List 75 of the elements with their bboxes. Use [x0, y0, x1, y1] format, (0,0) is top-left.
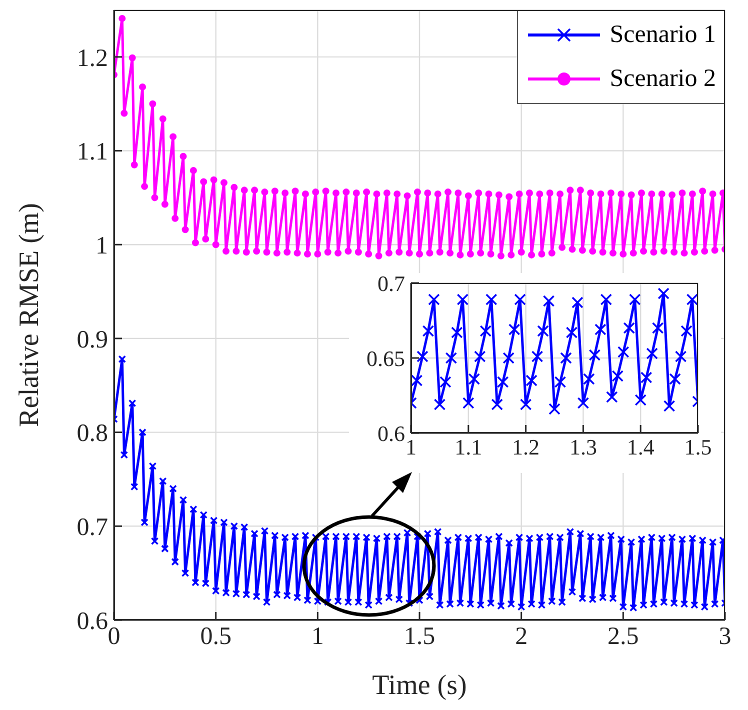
legend-label: Scenario 2	[610, 65, 716, 93]
point	[548, 403, 560, 415]
legend-label: Scenario 1	[610, 21, 716, 49]
point	[485, 294, 498, 306]
point	[474, 350, 486, 362]
point	[434, 398, 446, 410]
point	[658, 288, 670, 300]
point	[520, 398, 532, 410]
point	[600, 294, 612, 306]
y-tick-label: 0.6	[76, 608, 108, 635]
point	[583, 373, 595, 385]
point	[680, 325, 692, 337]
point	[542, 295, 555, 307]
point	[480, 325, 492, 337]
point	[416, 350, 428, 362]
point	[646, 348, 658, 360]
point	[623, 322, 636, 334]
point	[456, 294, 469, 306]
y-tick-label: 1	[96, 232, 108, 260]
point	[606, 391, 618, 403]
point	[628, 294, 641, 306]
point	[652, 322, 664, 334]
x-tick-label: 2.5	[608, 622, 639, 650]
point	[588, 349, 601, 361]
point	[428, 294, 440, 306]
point	[422, 325, 434, 337]
x-tick-label: 0.5	[200, 622, 232, 650]
x-tick-label: 1.1	[454, 434, 482, 460]
y-tick-label: 0.9	[76, 326, 108, 354]
point	[508, 324, 520, 336]
x-tick-label: 1.5	[684, 434, 712, 460]
point	[451, 326, 463, 338]
point	[531, 350, 544, 362]
point	[566, 326, 578, 338]
point	[612, 370, 624, 382]
point	[634, 394, 646, 406]
x-tick-label: 1.2	[512, 434, 540, 460]
point	[468, 373, 480, 385]
point	[617, 346, 630, 358]
x-axis-title: Time (s)	[372, 670, 467, 701]
point	[663, 400, 676, 412]
y-tick-label: 1.2	[76, 44, 108, 72]
y-tick-label: 0.65	[366, 346, 405, 371]
point	[669, 373, 681, 385]
point	[560, 352, 572, 364]
point	[491, 398, 503, 410]
x-tick-label: 1.4	[626, 434, 654, 460]
point	[572, 296, 584, 308]
point	[440, 376, 452, 388]
point	[554, 376, 566, 388]
x-tick-label: 1.5	[404, 622, 436, 650]
point	[537, 325, 549, 337]
point	[496, 376, 509, 388]
point	[577, 397, 590, 409]
x-tick-label: 2	[515, 622, 528, 650]
point	[594, 324, 606, 336]
point	[445, 352, 458, 364]
point	[686, 294, 698, 306]
point	[674, 350, 687, 362]
point	[502, 352, 514, 364]
y-tick-label: 0.7	[378, 270, 405, 296]
y-tick-label: 0.8	[76, 420, 108, 448]
x-tick-label: 1.3	[569, 434, 597, 460]
x-tick-label: 0	[108, 622, 120, 650]
point	[526, 374, 538, 386]
point	[514, 294, 526, 306]
x-tick-label: 3	[718, 622, 732, 650]
point	[411, 374, 423, 386]
y-axis-title: Relative RMSE (m)	[14, 203, 45, 427]
y-tick-label: 0.6	[378, 420, 405, 446]
y-tick-label: 1.1	[76, 138, 108, 166]
y-tick-label: 0.7	[76, 514, 108, 542]
point	[462, 397, 474, 409]
x-tick-label: 1	[311, 622, 324, 650]
point	[640, 372, 652, 384]
